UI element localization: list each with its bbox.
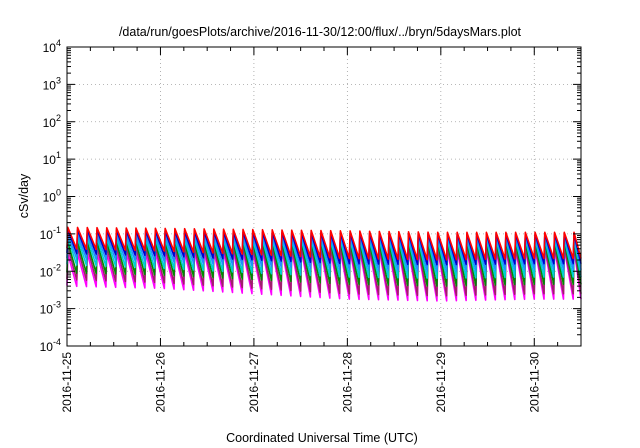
x-tick-label: 2016-11-30 [527,352,541,413]
x-tick-label: 2016-11-26 [153,352,167,413]
y-tick-label: 104 [43,38,61,55]
y-tick-label: 10-2 [40,262,61,279]
y-axis-label: cSv/day [17,173,31,218]
x-tick-label: 2016-11-27 [247,352,261,413]
grid-lines [67,47,581,346]
chart-title: /data/run/goesPlots/archive/2016-11-30/1… [119,25,522,39]
y-tick-label: 100 [43,188,61,205]
tick-marks [66,46,582,347]
y-tick-labels: 10-4 10-3 10-2 10-1 100 101 102 103 104 [40,38,61,354]
y-tick-label: 103 [43,75,61,92]
series-line-7 [66,226,582,261]
x-tick-label: 2016-11-28 [340,352,354,413]
y-tick-label: 102 [43,113,61,130]
x-tick-labels: 2016-11-25 2016-11-26 2016-11-27 2016-11-28… [60,352,541,413]
series-layer [66,226,582,302]
x-tick-label: 2016-11-25 [60,352,74,413]
x-tick-label: 2016-11-29 [434,352,448,413]
y-tick-label: 10-3 [40,300,61,317]
y-tick-label: 10-1 [40,225,61,242]
y-tick-label: 101 [43,150,61,167]
x-axis-label: Coordinated Universal Time (UTC) [226,431,418,445]
y-tick-label: 10-4 [40,337,61,354]
